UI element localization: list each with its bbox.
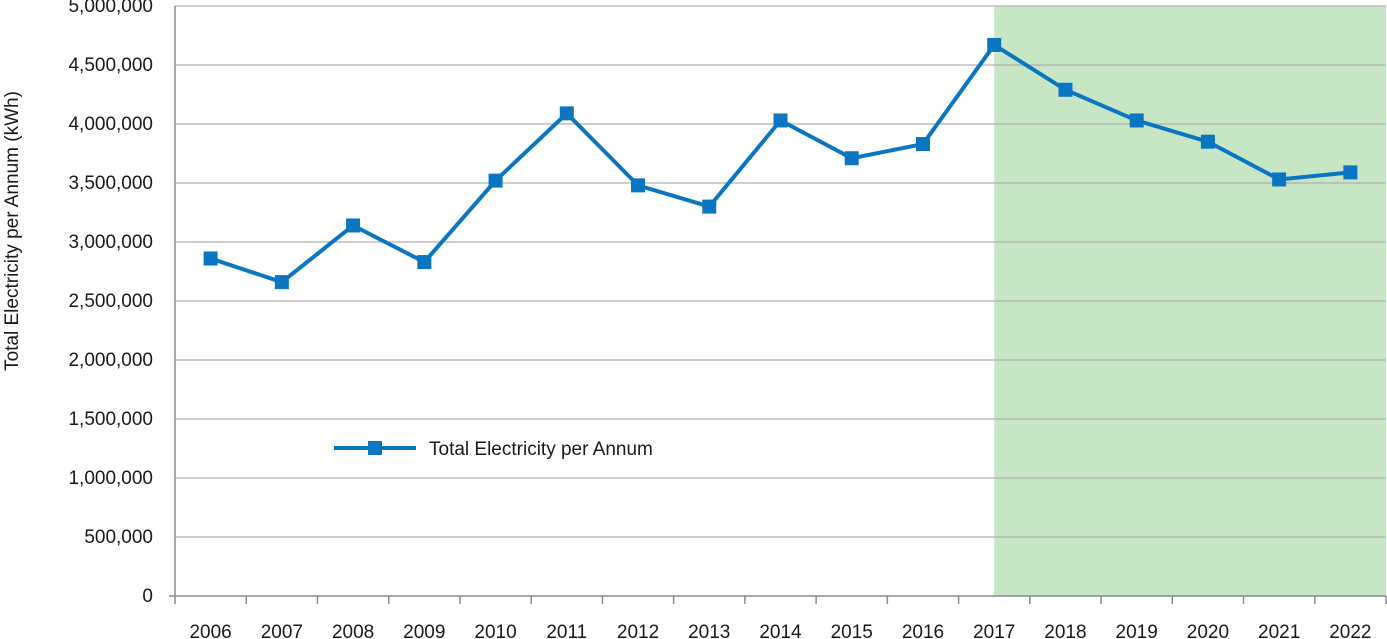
data-point-marker — [915, 137, 930, 152]
data-point-marker — [1200, 134, 1215, 149]
x-tick-label: 2014 — [759, 622, 802, 639]
y-tick-label: 500,000 — [84, 527, 153, 548]
x-tick-label: 2018 — [1044, 622, 1086, 639]
legend: Total Electricity per Annum — [334, 439, 653, 460]
x-tick-label: 2020 — [1187, 622, 1229, 639]
x-tick-label: 2009 — [403, 622, 445, 639]
legend-marker — [368, 441, 382, 455]
x-tick-label: 2016 — [902, 622, 944, 639]
x-tick-label: 2022 — [1329, 622, 1371, 639]
data-point-marker — [1272, 172, 1287, 187]
data-point-marker — [773, 113, 788, 128]
data-point-marker — [346, 218, 361, 233]
y-tick-label: 1,000,000 — [68, 468, 153, 489]
x-tick-label: 2008 — [332, 622, 374, 639]
y-tick-label: 2,500,000 — [68, 291, 153, 312]
x-tick-label: 2007 — [261, 622, 303, 639]
y-axis-ticks: 0 500,000 1,000,000 1,500,000 2,000,000 2,500… — [68, 0, 153, 607]
x-tick-label: 2012 — [617, 622, 659, 639]
data-point-marker — [987, 37, 1002, 52]
x-tick-label: 2017 — [973, 622, 1015, 639]
data-point-marker — [559, 106, 574, 121]
data-point-marker — [1129, 113, 1144, 128]
y-axis-title: Total Electricity per Annum (kWh) — [2, 91, 23, 371]
data-point-marker — [488, 173, 503, 188]
x-tick-label: 2013 — [688, 622, 730, 639]
y-tick-label: 5,000,000 — [68, 0, 153, 17]
y-tick-label: 2,000,000 — [68, 350, 153, 371]
x-tick-label: 2011 — [546, 622, 587, 639]
x-tick-label: 2019 — [1116, 622, 1158, 639]
y-tick-label: 4,500,000 — [68, 55, 153, 76]
legend-label: Total Electricity per Annum — [429, 439, 653, 460]
data-point-marker — [1343, 165, 1358, 180]
data-point-marker — [417, 255, 432, 270]
data-point-marker — [631, 178, 646, 193]
y-tick-label: 1,500,000 — [68, 409, 153, 430]
data-point-marker — [844, 151, 859, 166]
data-point-marker — [274, 275, 289, 290]
data-point-marker — [1058, 82, 1073, 97]
data-point-marker — [702, 199, 717, 214]
x-tick-label: 2015 — [831, 622, 873, 639]
data-point-marker — [203, 251, 218, 266]
y-tick-label: 0 — [142, 586, 153, 607]
series-layer — [203, 37, 1358, 290]
y-tick-label: 3,500,000 — [68, 173, 153, 194]
x-tick-label: 2021 — [1258, 622, 1300, 639]
gridlines — [175, 5, 1386, 538]
x-tick-label: 2006 — [189, 622, 231, 639]
y-tick-label: 4,000,000 — [68, 114, 153, 135]
x-axis: 2006 2007 2008 2009 2010 2011 2012 2013 2014 2015… — [169, 6, 1387, 639]
x-tick-label: 2010 — [474, 622, 516, 639]
y-tick-label: 3,000,000 — [68, 232, 153, 253]
